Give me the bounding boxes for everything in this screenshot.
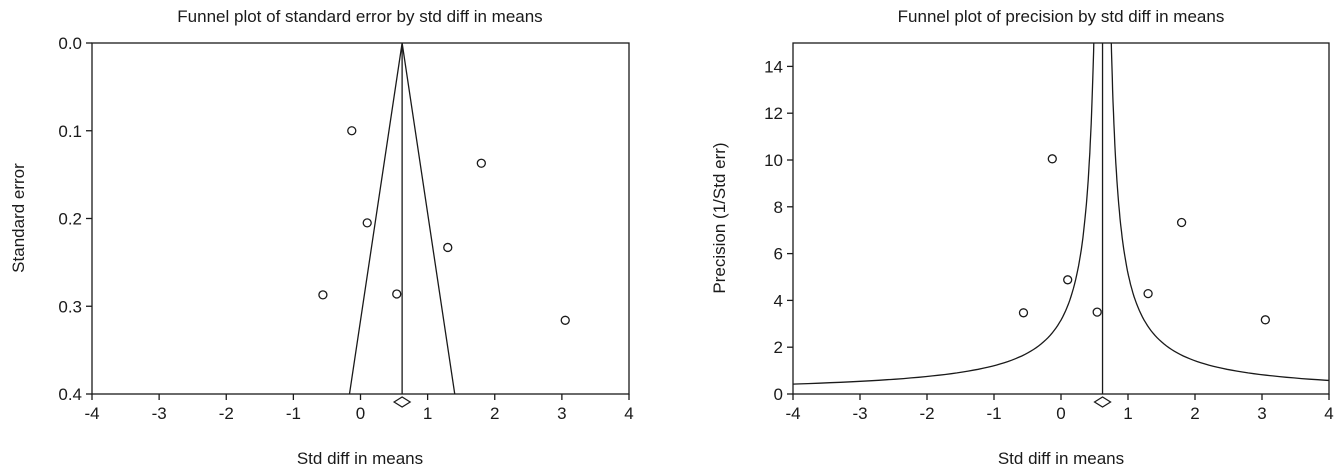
study-point bbox=[1178, 218, 1186, 226]
x-tick-label: 4 bbox=[624, 404, 633, 423]
summary-diamond bbox=[1095, 397, 1111, 407]
x-tick-label: -3 bbox=[852, 404, 867, 423]
y-tick-label: 0 bbox=[774, 385, 783, 404]
y-tick-label: 0.4 bbox=[58, 385, 82, 404]
chart-title: Funnel plot of standard error by std dif… bbox=[177, 7, 542, 26]
plot-frame bbox=[92, 43, 629, 394]
y-tick-label: 12 bbox=[764, 104, 783, 123]
study-point bbox=[393, 290, 401, 298]
x-tick-label: 4 bbox=[1324, 404, 1333, 423]
study-point bbox=[1064, 276, 1072, 284]
study-point bbox=[1048, 155, 1056, 163]
study-point bbox=[444, 243, 452, 251]
x-tick-label: -4 bbox=[785, 404, 800, 423]
x-tick-label: -2 bbox=[219, 404, 234, 423]
y-tick-label: 2 bbox=[774, 338, 783, 357]
y-axis-label: Precision (1/Std err) bbox=[710, 142, 729, 293]
funnel-boundary-right bbox=[1111, 9, 1344, 389]
x-tick-label: -4 bbox=[84, 404, 99, 423]
clipped-layer bbox=[506, 9, 1344, 394]
x-axis-label: Std diff in means bbox=[998, 449, 1124, 468]
x-tick-label: -3 bbox=[152, 404, 167, 423]
x-tick-label: 2 bbox=[1190, 404, 1199, 423]
clipped-layer bbox=[349, 43, 454, 394]
plot-area: -4 -3 -2 -1 0 1 2 3 4 0.0 0.1 0.2 0.3 0.4 bbox=[58, 34, 633, 423]
x-tick-label: 1 bbox=[1123, 404, 1132, 423]
study-point bbox=[1093, 308, 1101, 316]
summary-diamond bbox=[394, 397, 410, 407]
y-tick-label: 14 bbox=[764, 57, 783, 76]
x-axis-label: Std diff in means bbox=[297, 449, 423, 468]
x-tick-label: -1 bbox=[286, 404, 301, 423]
x-tick-label: 0 bbox=[356, 404, 365, 423]
x-tick-label: -2 bbox=[919, 404, 934, 423]
study-point bbox=[561, 316, 569, 324]
y-tick-label: 0.2 bbox=[58, 210, 82, 229]
chart-title: Funnel plot of precision by std diff in … bbox=[898, 7, 1225, 26]
x-tick-label: 1 bbox=[423, 404, 432, 423]
plot-frame bbox=[793, 43, 1329, 394]
study-point bbox=[363, 219, 371, 227]
y-tick-label: 0.1 bbox=[58, 122, 82, 141]
x-tick-label: 0 bbox=[1056, 404, 1065, 423]
y-tick-label: 10 bbox=[764, 151, 783, 170]
x-tick-label: 3 bbox=[1257, 404, 1266, 423]
x-tick-label: 2 bbox=[490, 404, 499, 423]
study-point bbox=[1019, 309, 1027, 317]
study-point bbox=[477, 159, 485, 167]
y-tick-label: 8 bbox=[774, 198, 783, 217]
funnel-plot-precision: Funnel plot of precision by std diff in … bbox=[506, 7, 1344, 468]
y-tick-label: 0.0 bbox=[58, 34, 82, 53]
y-tick-label: 6 bbox=[774, 245, 783, 264]
study-point bbox=[1144, 290, 1152, 298]
funnel-boundary-left bbox=[506, 9, 1095, 389]
study-point bbox=[1261, 316, 1269, 324]
funnel-plot-standard-error: Funnel plot of standard error by std dif… bbox=[9, 7, 634, 468]
study-point bbox=[319, 291, 327, 299]
y-tick-label: 4 bbox=[774, 291, 783, 310]
study-point bbox=[348, 127, 356, 135]
x-tick-label: -1 bbox=[986, 404, 1001, 423]
x-tick-label: 3 bbox=[557, 404, 566, 423]
y-axis-label: Standard error bbox=[9, 163, 28, 273]
y-tick-label: 0.3 bbox=[58, 297, 82, 316]
